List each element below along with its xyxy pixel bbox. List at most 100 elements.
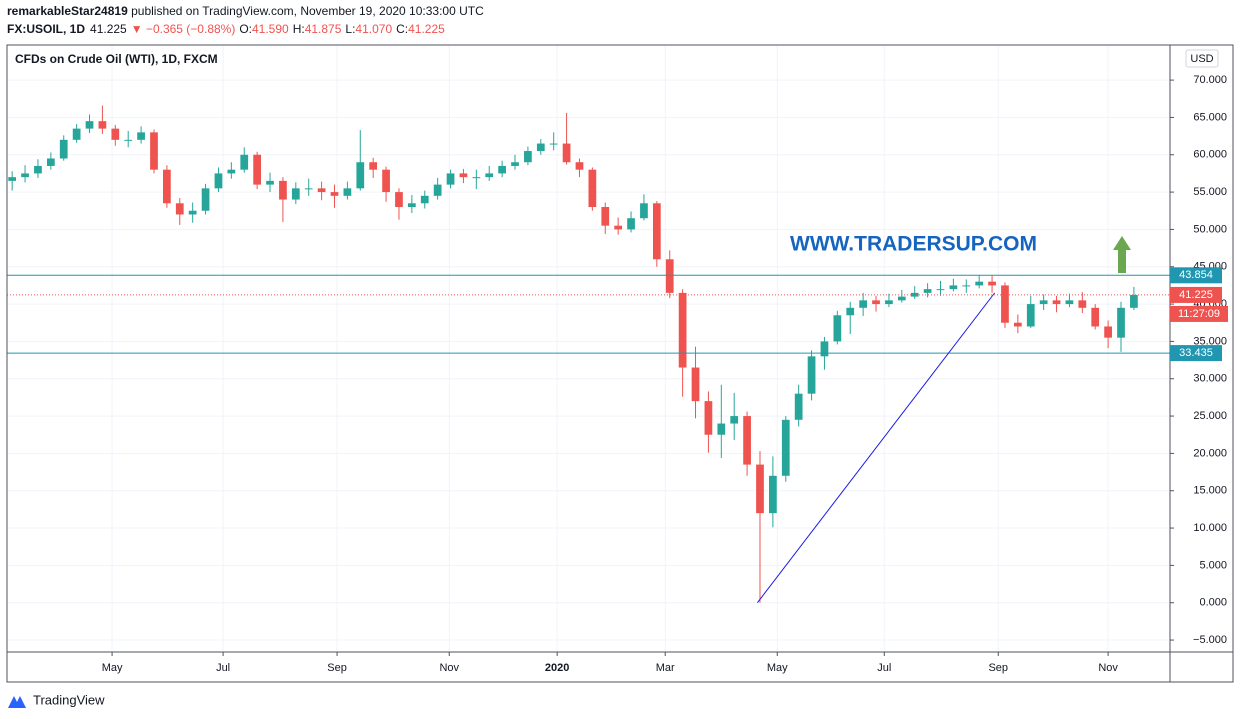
candle-body xyxy=(317,188,326,193)
candle-body xyxy=(253,154,262,185)
y-tick-label: −5.000 xyxy=(1193,634,1227,646)
candle-body xyxy=(1039,300,1048,305)
candle-body xyxy=(846,307,855,316)
candle-body xyxy=(485,173,494,178)
candle-body xyxy=(549,143,558,145)
candle-body xyxy=(407,203,416,208)
ohlc-label: L: xyxy=(345,22,355,36)
candle-body xyxy=(820,341,829,357)
x-tick-label: May xyxy=(767,662,788,674)
plot xyxy=(7,105,1170,604)
footer-logo xyxy=(8,696,26,708)
y-tick-label: 60.000 xyxy=(1193,149,1227,161)
candle-body xyxy=(807,356,816,394)
candle-body xyxy=(601,207,610,226)
y-tick-label: 20.000 xyxy=(1193,447,1227,459)
candle-body xyxy=(859,300,868,308)
y-tick-label: 50.000 xyxy=(1193,223,1227,235)
candle-body xyxy=(524,151,532,163)
last-price-label: 41.225 xyxy=(1179,289,1213,301)
candle-body xyxy=(717,423,726,435)
level-label: 33.435 xyxy=(1179,347,1213,359)
candle-body xyxy=(949,285,958,290)
published: published on TradingView.com, November 1… xyxy=(128,4,484,18)
candle-body xyxy=(794,393,803,420)
candle-body xyxy=(665,259,674,293)
ohlc-label: H: xyxy=(293,22,305,36)
chart-title: CFDs on Crude Oil (WTI), 1D, FXCM xyxy=(15,52,218,66)
candle-body xyxy=(743,416,751,465)
candle-body xyxy=(704,401,713,435)
level-label: 43.854 xyxy=(1179,269,1213,281)
x-tick-label: Sep xyxy=(327,662,347,674)
candle-body xyxy=(614,225,623,230)
ohlc-label: C: xyxy=(396,22,408,36)
candle-body xyxy=(498,165,506,174)
candle-body xyxy=(446,173,455,185)
candle-body xyxy=(240,154,249,170)
currency-box xyxy=(1185,49,1219,68)
candle-body xyxy=(420,195,429,204)
candle-body xyxy=(1026,304,1035,327)
symbol-line: FX:USOIL, 1D 41.225 ▼ −0.365 (−0.88%) O:41.… xyxy=(7,22,445,36)
x-tick-label: Mar xyxy=(656,662,675,674)
candle-body xyxy=(962,285,971,287)
candle-body xyxy=(124,139,133,141)
candle-body xyxy=(562,143,571,163)
countdown-box xyxy=(1170,305,1228,322)
candle-body xyxy=(150,132,158,170)
footer-text: TradingView xyxy=(33,692,105,707)
candle-body xyxy=(872,300,880,305)
candle-body xyxy=(588,169,597,208)
candle-body xyxy=(923,289,932,293)
candle-body xyxy=(988,281,996,286)
x-tick-label: Nov xyxy=(1098,662,1118,674)
candle-body xyxy=(85,121,94,129)
level-label-box xyxy=(1170,267,1222,284)
candle-body xyxy=(627,218,635,230)
candle-body xyxy=(975,281,984,286)
candle-body xyxy=(356,162,365,189)
candle-body xyxy=(1117,307,1125,338)
y-tick-label: 10.000 xyxy=(1193,522,1227,534)
candle-body xyxy=(1104,326,1112,338)
candle-body xyxy=(691,367,700,402)
candle-body xyxy=(652,203,661,260)
candle-body xyxy=(678,292,687,368)
x-tick-label: Jul xyxy=(877,662,891,674)
candle-body xyxy=(382,169,390,193)
candle-body xyxy=(175,203,184,215)
y-tick-label: 65.000 xyxy=(1193,111,1227,123)
y-tick-label: 35.000 xyxy=(1193,335,1227,347)
x-tick-label: Sep xyxy=(988,662,1008,674)
candle-body xyxy=(1078,300,1087,308)
logo-icon xyxy=(8,696,26,708)
candle-body xyxy=(188,210,197,215)
ohlc-value: 41.070 xyxy=(355,22,392,36)
candle-body xyxy=(304,188,313,190)
candle-body xyxy=(72,128,81,140)
candle-body xyxy=(781,419,790,476)
candle-body xyxy=(433,184,442,196)
candle-body xyxy=(769,475,777,514)
candle-body xyxy=(536,143,545,152)
candle-body xyxy=(1130,294,1138,308)
candle-body xyxy=(1001,285,1009,323)
candle-body xyxy=(266,180,274,185)
candle-body xyxy=(511,162,519,166)
level-label-box xyxy=(1170,345,1222,362)
author: remarkableStar24819 xyxy=(7,4,128,18)
candle-body xyxy=(227,169,236,174)
candle-body xyxy=(46,158,55,166)
x-tick-label: May xyxy=(102,662,123,674)
y-tick-label: 5.000 xyxy=(1199,559,1227,571)
candle-body xyxy=(395,192,403,208)
candle-body xyxy=(291,188,300,200)
x-tick-label: Jul xyxy=(216,662,230,674)
y-tick-label: 25.000 xyxy=(1193,410,1227,422)
candle-body xyxy=(459,173,468,178)
last-price-box xyxy=(1170,286,1222,303)
candle-body xyxy=(214,173,223,189)
countdown: 11:27:09 xyxy=(1178,308,1220,320)
trendline xyxy=(757,292,996,604)
